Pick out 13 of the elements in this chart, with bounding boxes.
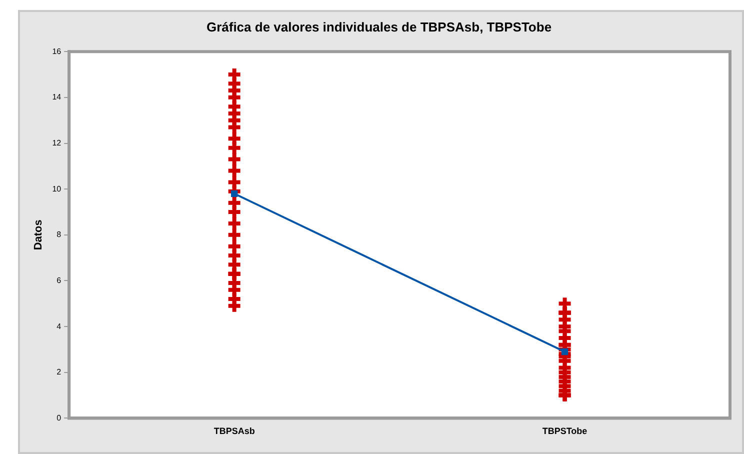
y-tick-label: 16 xyxy=(52,46,62,56)
x-tick-label: TBPSAsb xyxy=(214,426,256,436)
y-tick-label: 4 xyxy=(56,322,62,331)
chart-title: Gráfica de valores individuales de TBPSAsb, TBPSTobe xyxy=(206,19,552,34)
y-axis-title: Datos xyxy=(32,220,45,250)
y-tick-label: 2 xyxy=(56,368,62,377)
y-tick-label: 12 xyxy=(52,138,62,148)
y-tick-label: 8 xyxy=(56,230,62,240)
y-tick-label: 6 xyxy=(56,276,62,285)
y-tick-label: 0 xyxy=(56,413,62,422)
y-tick-label: 10 xyxy=(52,184,62,194)
x-tick-label: TBPSTobe xyxy=(542,426,588,436)
y-tick-label: 14 xyxy=(52,92,62,102)
